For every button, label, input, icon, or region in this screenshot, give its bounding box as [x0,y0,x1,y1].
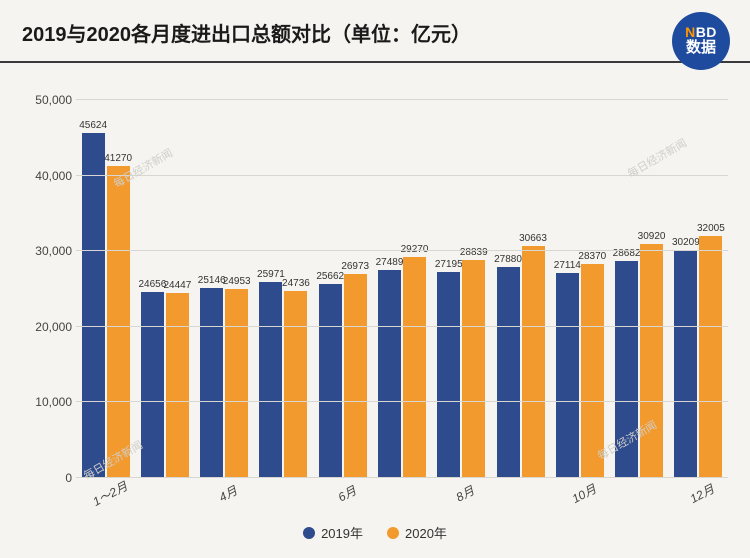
legend-label: 2019年 [321,523,363,542]
bar-value-label: 27880 [494,254,522,265]
bar: 30920 [640,244,663,478]
bar-value-label: 30663 [519,233,547,244]
bar-value-label: 25146 [198,275,226,286]
bar: 28682 [615,261,638,478]
bar-value-label: 27114 [554,260,581,271]
bar-value-label: 25971 [257,269,285,280]
grid-line [76,401,728,402]
y-tick-label: 20,000 [35,320,72,334]
bar-value-label: 27195 [435,259,463,270]
bar: 28839 [462,260,485,478]
bar: 45624 [82,133,105,478]
x-tick-label: 1～2月 [89,477,130,510]
bar: 24953 [225,289,248,478]
legend-label: 2020年 [405,523,447,542]
bar-group: 2788030663 [497,246,545,478]
grid-line [76,175,728,176]
x-tick-label: 8月 [453,482,477,506]
bar: 27489 [378,270,401,478]
bar-value-label: 28370 [578,251,606,262]
bar-group: 4562441270 [82,133,130,478]
bar-group: 2748929270 [378,257,426,478]
bar: 27880 [497,267,520,478]
bar-value-label: 30920 [638,231,666,242]
grid-line [76,250,728,251]
x-tick-label: 10月 [569,480,599,507]
x-tick-label: 4月 [216,482,240,506]
y-tick-label: 0 [65,471,72,485]
bar-value-label: 24953 [223,276,251,287]
bar-value-label: 25662 [316,271,344,282]
bar: 27114 [556,273,579,478]
grid-line [76,326,728,327]
bar-group: 2465624447 [141,292,189,478]
bar: 26973 [344,274,367,478]
bar: 25146 [200,288,223,478]
grid-line [76,99,728,100]
bar: 30663 [522,246,545,478]
bar-value-label: 28839 [460,247,488,258]
bar-value-label: 27489 [376,257,404,268]
bar: 24656 [141,292,164,478]
bar: 28370 [581,264,604,478]
bar-group: 2514624953 [200,288,248,478]
x-tick-label: 6月 [334,482,358,506]
y-tick-label: 40,000 [35,169,72,183]
bar-group: 2719528839 [437,260,485,478]
plot-area: 4562441270246562444725146249532597124736… [76,100,728,478]
bar-group: 2566226973 [319,274,367,478]
y-axis: 010,00020,00030,00040,00050,000 [28,100,76,478]
y-tick-label: 30,000 [35,244,72,258]
bar-value-label: 41270 [104,153,132,164]
bar: 32005 [699,236,722,478]
bar: 41270 [107,166,130,478]
bar-value-label: 24736 [282,278,310,289]
bar-group: 2868230920 [615,244,663,478]
bar-group: 2597124736 [259,282,307,478]
x-tick-label: 12月 [687,480,717,507]
legend-item: 2019年 [303,523,363,542]
legend-swatch [387,527,399,539]
chart-container: 2019与2020各月度进出口总额对比（单位：亿元） NBD 数据 0 10,00… [0,0,750,558]
chart-area: 010,00020,00030,00040,00050,000 45624412… [28,100,728,478]
bar: 25971 [259,282,282,478]
bar: 25662 [319,284,342,478]
bar-value-label: 45624 [79,120,107,131]
bar-value-label: 30209 [672,237,700,248]
header: 2019与2020各月度进出口总额对比（单位：亿元） [0,0,750,63]
bar: 29270 [403,257,426,478]
bar-value-label: 26973 [341,261,369,272]
bar-value-label: 24656 [139,279,167,290]
legend-swatch [303,527,315,539]
bar-value-label: 24447 [164,280,192,291]
bar-group: 3020932005 [674,236,722,478]
y-tick-label: 50,000 [35,93,72,107]
logo-bottom-text: 数据 [686,39,716,57]
x-axis: 1～2月 4月 6月 8月 10月 12月 [76,478,728,518]
logo-top-text: NBD [685,25,717,39]
bar-group: 2711428370 [556,264,604,478]
grid-line [76,477,728,478]
nbd-logo: NBD 数据 [672,12,730,70]
bar: 24736 [284,291,307,478]
bar: 24447 [166,293,189,478]
bar-value-label: 32005 [697,223,725,234]
y-tick-label: 10,000 [35,395,72,409]
legend: 2019年 2020年 [0,523,750,542]
chart-title: 2019与2020各月度进出口总额对比（单位：亿元） [22,18,471,47]
bar: 30209 [674,250,697,478]
legend-item: 2020年 [387,523,447,542]
bar: 27195 [437,272,460,478]
